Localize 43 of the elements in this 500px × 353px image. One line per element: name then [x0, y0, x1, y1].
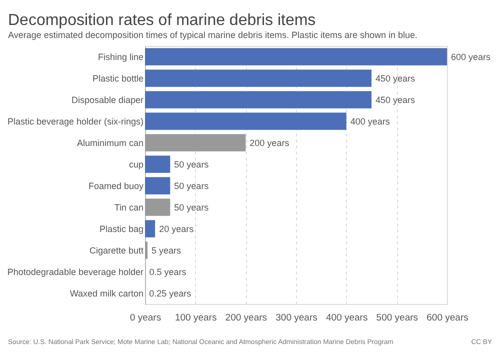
bar	[145, 134, 246, 152]
data-label: 600 years	[451, 52, 492, 62]
y-tick-label: Disposable diaper	[71, 94, 144, 105]
y-tick-label: Tin can	[114, 202, 144, 212]
data-label: 5 years	[152, 245, 182, 256]
y-tick-label: Aluminimum can	[76, 138, 144, 148]
y-tick-label: Cigarette butt	[89, 245, 144, 256]
x-tick-label: 500 years	[376, 312, 418, 324]
y-tick-label: Foamed buoy	[88, 180, 144, 191]
y-tick-label: Fishing line	[98, 52, 144, 62]
chart-title: Decomposition rates of marine debris items	[8, 12, 316, 29]
bar	[145, 198, 170, 216]
data-label: 50 years	[174, 180, 210, 191]
y-tick-label: cup	[128, 159, 144, 170]
y-tick-label: Photodegradable beverage holder	[7, 266, 144, 277]
x-tick-label: 0 years	[130, 312, 162, 324]
y-tick-label: Plastic bottle	[92, 73, 144, 84]
data-label: 450 years	[376, 94, 416, 105]
x-tick-label: 300 years	[276, 312, 318, 324]
x-tick-label: 400 years	[326, 312, 368, 324]
data-label: 200 years	[250, 138, 290, 148]
data-label: 0.25 years	[149, 288, 192, 298]
x-tick-label: 100 years	[174, 312, 217, 324]
bar	[145, 220, 156, 238]
y-tick-label: Plastic bag	[99, 224, 144, 234]
bar	[145, 112, 346, 130]
data-label: 0.5 years	[149, 266, 187, 277]
bar	[145, 48, 447, 66]
bar	[145, 70, 372, 87]
bar	[145, 156, 170, 173]
x-tick-label: 200 years	[225, 312, 268, 324]
y-tick-label: Plastic beverage holder (six-rings)	[7, 116, 144, 126]
data-label: 20 years	[159, 224, 194, 234]
bar	[145, 91, 372, 108]
data-label: 50 years	[174, 159, 210, 170]
bar	[145, 177, 170, 194]
bar	[145, 242, 148, 259]
chart-subtitle: Average estimated decomposition times of typical marine debris items. Plastic items are shown in blue.	[8, 30, 418, 40]
y-tick-label: Waxed milk carton	[70, 288, 144, 298]
data-label: 50 years	[174, 202, 210, 212]
x-tick-label: 600 years	[426, 312, 469, 324]
data-label: 450 years	[376, 73, 416, 84]
data-label: 400 years	[350, 116, 390, 126]
